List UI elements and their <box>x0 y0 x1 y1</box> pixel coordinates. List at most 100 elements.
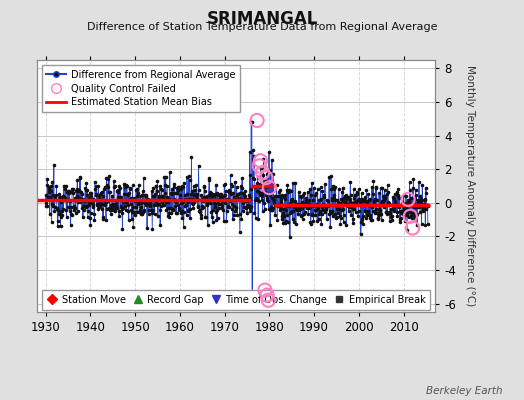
Point <box>262 174 270 181</box>
Point <box>90 197 98 204</box>
Point <box>358 196 366 202</box>
Point <box>344 193 352 200</box>
Point <box>136 206 144 213</box>
Point <box>75 195 83 202</box>
Point <box>380 197 388 203</box>
Point <box>42 203 51 210</box>
Point <box>195 209 204 216</box>
Point <box>73 208 82 214</box>
Point <box>81 186 90 193</box>
Point <box>281 192 290 198</box>
Point <box>177 186 185 192</box>
Point <box>412 213 420 219</box>
Point <box>182 202 190 209</box>
Point <box>345 204 353 210</box>
Point <box>91 186 100 193</box>
Point <box>239 204 248 211</box>
Point <box>339 206 347 212</box>
Point <box>417 196 425 202</box>
Point <box>380 204 388 210</box>
Point <box>192 182 201 188</box>
Point <box>217 200 225 207</box>
Point <box>126 201 135 207</box>
Point <box>386 206 395 213</box>
Point <box>56 209 64 215</box>
Point <box>135 199 144 206</box>
Point <box>148 185 157 191</box>
Point <box>142 192 150 198</box>
Point <box>406 179 414 186</box>
Point <box>318 211 326 218</box>
Point <box>94 206 102 212</box>
Text: Berkeley Earth: Berkeley Earth <box>427 386 503 396</box>
Point <box>69 202 78 209</box>
Point <box>388 217 396 223</box>
Point <box>182 211 191 218</box>
Point <box>412 211 421 217</box>
Point <box>108 203 117 210</box>
Point <box>205 177 213 183</box>
Point <box>254 188 263 195</box>
Point <box>200 183 209 190</box>
Point <box>234 191 243 198</box>
Point <box>283 212 291 218</box>
Point <box>358 216 366 222</box>
Point <box>341 193 349 199</box>
Point <box>257 197 266 203</box>
Point <box>368 184 376 190</box>
Point <box>133 186 141 192</box>
Point <box>385 200 394 206</box>
Point <box>90 217 99 223</box>
Point <box>106 206 114 213</box>
Point <box>302 200 311 206</box>
Point <box>48 179 57 185</box>
Point <box>270 197 278 203</box>
Point <box>348 200 356 206</box>
Point <box>167 190 175 196</box>
Point <box>383 209 391 215</box>
Point <box>309 203 317 209</box>
Point <box>82 180 91 186</box>
Point <box>398 198 407 205</box>
Point <box>107 207 115 214</box>
Point <box>104 184 112 190</box>
Point <box>288 198 296 204</box>
Point <box>66 208 74 214</box>
Point <box>296 206 304 212</box>
Point <box>126 196 135 202</box>
Point <box>162 198 170 205</box>
Point <box>280 194 289 200</box>
Point <box>324 203 333 210</box>
Point <box>47 219 56 225</box>
Point <box>306 186 314 192</box>
Point <box>103 181 111 188</box>
Point <box>89 202 97 208</box>
Point <box>212 216 221 223</box>
Point <box>242 198 250 204</box>
Point <box>405 198 413 204</box>
Point <box>99 214 107 220</box>
Point <box>196 207 204 213</box>
Point <box>245 196 253 202</box>
Point <box>367 203 375 209</box>
Point <box>184 208 193 214</box>
Point <box>128 208 136 215</box>
Point <box>367 203 376 210</box>
Point <box>159 193 168 200</box>
Point <box>323 216 331 223</box>
Point <box>154 201 162 208</box>
Point <box>367 217 375 223</box>
Point <box>365 202 374 209</box>
Point <box>364 212 373 218</box>
Point <box>260 205 269 212</box>
Point <box>423 202 432 209</box>
Point <box>209 218 217 225</box>
Point <box>135 209 144 215</box>
Point <box>72 192 81 199</box>
Point <box>122 190 130 197</box>
Point <box>52 197 60 204</box>
Point <box>264 297 272 304</box>
Point <box>368 217 377 223</box>
Point <box>181 192 189 198</box>
Point <box>75 173 84 180</box>
